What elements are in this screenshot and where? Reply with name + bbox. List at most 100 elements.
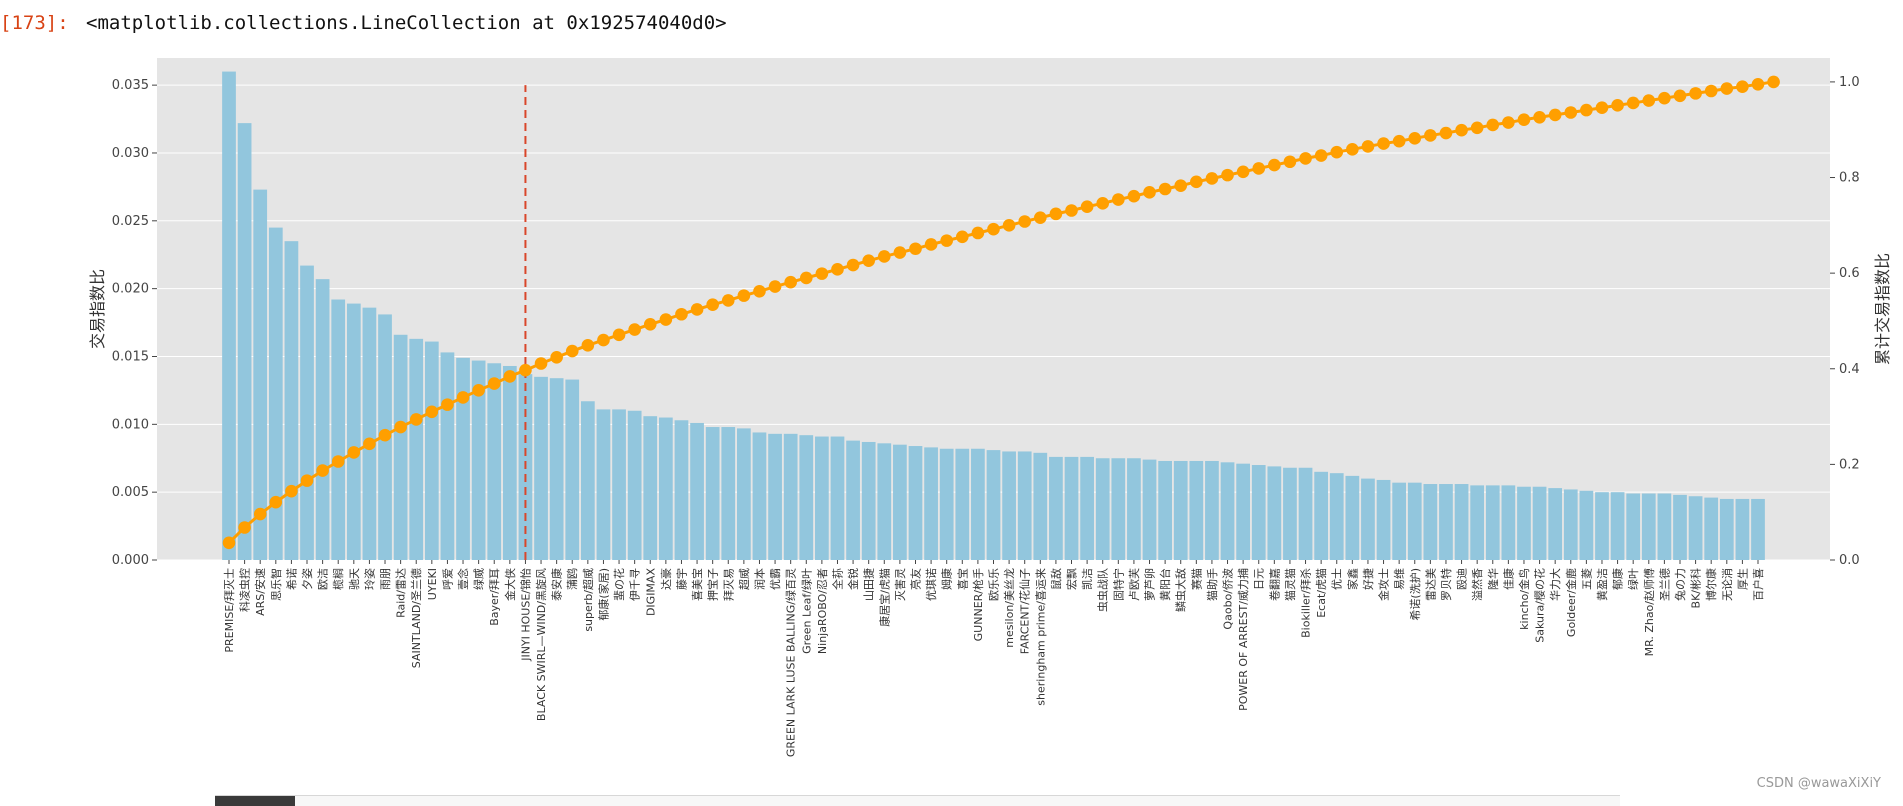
x-tick-label: NinjaROBO/忍者: [816, 568, 829, 654]
x-tick-label: 欧洁: [317, 568, 330, 590]
y2-tick-label: 0.6: [1839, 266, 1860, 281]
bar: [846, 440, 860, 560]
bottom-scrollbar-thumb[interactable]: [215, 796, 295, 806]
cumulative-point: [877, 250, 891, 263]
bar: [534, 376, 548, 560]
cumulative-point: [1314, 149, 1328, 162]
bar: [1158, 460, 1172, 560]
cumulative-point: [581, 339, 595, 352]
x-tick-label: 科凌虫控: [238, 568, 252, 612]
x-tick-label: 佳康: [1501, 568, 1515, 590]
cumulative-point: [1080, 200, 1094, 213]
cell-output-line: [173]: <matplotlib.collections.LineColle…: [0, 12, 1903, 38]
cumulative-point: [862, 254, 875, 268]
x-tick-label: superb/超威: [581, 568, 595, 632]
x-tick-label: 康居宝/虎猫: [877, 568, 891, 627]
x-tick-label: 希诺(洗护): [1408, 568, 1422, 621]
x-tick-label: Sakura/樱の花: [1534, 568, 1547, 643]
bar: [1002, 451, 1016, 560]
cumulative-point: [1252, 162, 1266, 175]
x-tick-label: PREMISE/拜灭士: [223, 568, 236, 653]
bar: [409, 338, 424, 560]
bar: [1033, 452, 1048, 560]
bar: [1127, 458, 1141, 560]
y-tick-label: 0.000: [112, 553, 149, 568]
cumulative-point: [1751, 77, 1765, 91]
cumulative-point: [1190, 175, 1203, 189]
x-tick-label: Green Leaf/绿叶: [799, 568, 813, 654]
y2-tick-label: 0.0: [1839, 553, 1860, 568]
bar: [1641, 493, 1656, 560]
bar: [1205, 460, 1219, 560]
cumulative-point: [1424, 129, 1437, 142]
bar: [1517, 486, 1531, 560]
cumulative-point: [893, 246, 907, 259]
cumulative-point: [1658, 91, 1671, 105]
x-tick-label: GUNNER/枪手: [971, 568, 985, 641]
bar: [362, 307, 377, 560]
x-tick-label: 优士: [1331, 568, 1344, 590]
bottom-scrollbar[interactable]: [215, 795, 1620, 806]
x-tick-label: 猫灵猫: [1284, 568, 1297, 601]
cumulative-point: [425, 405, 439, 419]
y-tick-label: 0.035: [112, 78, 149, 93]
y2-tick-label: 1.0: [1839, 75, 1860, 90]
bar: [222, 71, 236, 560]
cumulative-point: [1174, 179, 1188, 192]
cumulative-point: [253, 507, 267, 521]
cumulative-point: [456, 391, 470, 404]
bar: [1298, 467, 1313, 560]
bar: [1439, 484, 1453, 560]
cumulative-point: [1377, 137, 1390, 150]
cumulative-point: [784, 275, 797, 289]
bar: [924, 447, 938, 560]
cumulative-point: [1767, 75, 1780, 89]
cumulative-point: [659, 313, 673, 326]
cumulative-point: [409, 413, 423, 426]
x-tick-label: 雨朋: [379, 568, 392, 590]
cumulative-point: [222, 536, 236, 550]
x-tick-label: SAINTLAND/圣兰德: [409, 568, 423, 668]
x-tick-label: ARS/安速: [253, 568, 267, 616]
bar: [1095, 458, 1110, 560]
x-tick-label: 蒲鸥: [565, 568, 579, 590]
bar: [549, 378, 564, 560]
x-tick-label: 猫助手: [1205, 568, 1219, 601]
x-tick-label: 超威: [737, 568, 751, 590]
bar: [253, 189, 268, 560]
cumulative-point: [1455, 123, 1468, 137]
y-axis-label: 交易指数比: [88, 269, 107, 349]
x-tick-label: sheringham prime/喜运来: [1034, 568, 1047, 706]
cumulative-point: [441, 398, 454, 411]
x-tick-label: 鼠敌: [1049, 568, 1063, 590]
bar: [1080, 456, 1094, 560]
bar: [1142, 459, 1157, 560]
cumulative-point: [300, 474, 314, 487]
bar: [268, 227, 283, 560]
bar: [1111, 458, 1126, 560]
bar: [830, 436, 845, 560]
cumulative-point: [472, 383, 485, 397]
bar: [424, 341, 439, 560]
x-tick-label: 隆华: [1486, 568, 1500, 590]
x-tick-label: 润本: [752, 568, 766, 590]
bar: [1376, 479, 1391, 560]
x-tick-label: 藤宇: [675, 568, 688, 590]
x-tick-label: JINYI HOUSE/锦怡: [518, 568, 532, 662]
x-tick-label: 家鑫: [1345, 568, 1359, 590]
x-tick-label: 喜美宝: [690, 568, 704, 601]
cumulative-point: [316, 464, 329, 477]
x-tick-label: 伊千寻: [629, 568, 642, 601]
y-tick-label: 0.005: [112, 485, 149, 500]
bar: [1485, 485, 1500, 560]
x-tick-label: 萝芦卵: [1144, 568, 1157, 601]
cumulative-point: [1626, 96, 1640, 110]
bar: [346, 303, 361, 560]
bar: [1267, 466, 1282, 560]
bar: [627, 410, 642, 560]
cumulative-point: [815, 267, 829, 280]
x-tick-label: 亮友: [908, 568, 922, 590]
bar: [502, 365, 517, 560]
bar: [1173, 460, 1188, 560]
bar: [799, 435, 814, 560]
